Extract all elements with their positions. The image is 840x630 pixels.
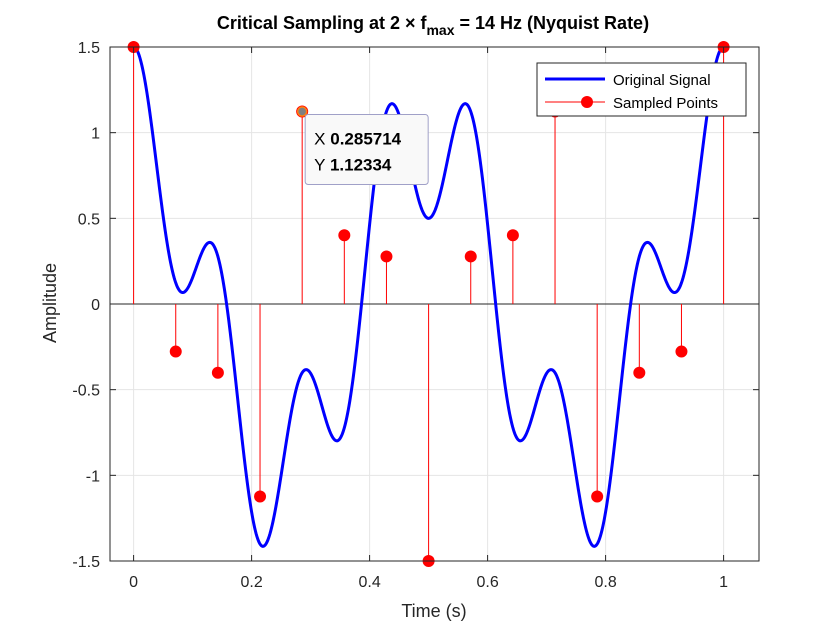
datatip-marker — [296, 106, 308, 117]
datatip-x-row: X 0.285714 — [314, 130, 402, 149]
sample-point — [380, 250, 393, 263]
y-tick-label: -0.5 — [72, 383, 100, 400]
x-tick-label: 0.6 — [476, 574, 498, 591]
sample-point — [506, 229, 519, 242]
legend-entry-sampled-points: Sampled Points — [613, 95, 718, 112]
axis-ticks: 0 0.2 0.4 0.6 0.8 1 -1.5 -1 -0.5 0 0.5 1 1.5 — [72, 40, 759, 591]
sample-point — [169, 345, 182, 358]
y-tick-label: -1 — [86, 468, 100, 485]
datatip-y-row: Y 1.12334 — [314, 156, 392, 175]
x-axis-label: Time (s) — [401, 601, 466, 621]
legend[interactable]: Original Signal Sampled Points — [536, 62, 747, 117]
legend-box — [536, 62, 747, 117]
y-tick-label: 0 — [91, 297, 100, 314]
datatip-box — [304, 114, 429, 186]
x-tick-label: 0.8 — [594, 574, 616, 591]
legend-entry-original-signal: Original Signal — [613, 72, 711, 89]
datatip[interactable]: X 0.285714 Y 1.12334 — [296, 106, 429, 186]
sample-point — [211, 366, 224, 379]
y-tick-label: 1 — [91, 126, 100, 143]
y-tick-label: 0.5 — [78, 211, 100, 228]
sample-point — [675, 345, 688, 358]
x-tick-label: 0.2 — [240, 574, 262, 591]
sample-point — [464, 250, 477, 263]
y-tick-label: -1.5 — [72, 554, 100, 571]
legend-marker-swatch — [581, 96, 593, 108]
sample-point — [591, 490, 604, 503]
x-tick-label: 1 — [719, 574, 728, 591]
original-signal-line — [133, 45, 724, 548]
y-axis-label: Amplitude — [40, 263, 60, 343]
sample-point — [338, 229, 351, 242]
x-tick-label: 0 — [129, 574, 138, 591]
x-tick-label: 0.4 — [358, 574, 380, 591]
sample-point — [633, 366, 646, 379]
sample-point — [254, 490, 267, 503]
chart-title: Critical Sampling at 2 × fmax = 14 Hz (N… — [217, 13, 649, 38]
y-tick-label: 1.5 — [78, 40, 100, 57]
